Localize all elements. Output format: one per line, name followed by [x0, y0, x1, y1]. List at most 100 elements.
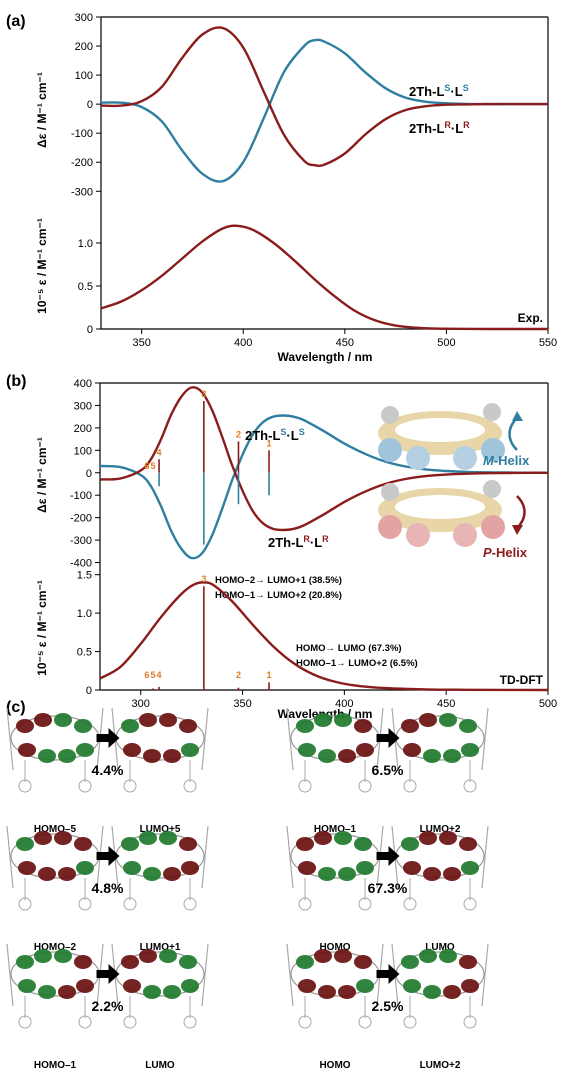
orbital-molecule-image — [6, 707, 104, 793]
y-axis-label: 10⁻⁵ ε / M⁻¹ cm⁻¹ — [35, 218, 49, 314]
y-axis-label: Δε / M⁻¹ cm⁻¹ — [35, 72, 49, 148]
legend-r: 2Th-LR·LR — [268, 534, 329, 550]
legend-s: 2Th-LS·LS — [245, 427, 305, 443]
transition-percent: 2.2% — [92, 998, 124, 1014]
x-tick-label: 550 — [539, 337, 557, 349]
x-tick-label: 400 — [335, 698, 353, 710]
y-tick-label: 300 — [75, 12, 93, 24]
x-tick-label: 400 — [234, 337, 252, 349]
transition-arrow-icon — [376, 964, 400, 984]
transition-label-2: 2 — [236, 429, 241, 439]
orbital-label-to: LUMO — [145, 1060, 175, 1071]
p-helix-arrow-icon — [516, 495, 526, 529]
annotation-t3-line2: HOMO–1→ LUMO+2 (20.8%) — [215, 590, 342, 601]
y-tick-label: 200 — [74, 423, 92, 435]
p-helix-molecule-image — [378, 480, 505, 547]
legend-s-main: 2Th-L — [409, 84, 444, 99]
y-tick-label: -400 — [70, 558, 92, 570]
transition-label-1: 1 — [267, 438, 272, 448]
y-tick-label: 1.0 — [78, 238, 93, 250]
series-line-1 — [100, 26, 548, 168]
annotation-t1-line1: HOMO→ LUMO (67.3%) — [296, 643, 402, 654]
y-ticks: -400 -300 -200 -100 0 100 200 300 400 — [70, 378, 100, 570]
x-tick-label: 450 — [437, 698, 455, 710]
transition-sticks: 1 2 3 456 — [144, 574, 272, 690]
m-helix-label: M-Helix — [483, 453, 530, 468]
y-tick-label: 300 — [74, 400, 92, 412]
transition-label-2: 2 — [236, 670, 241, 680]
tddft-label: TD-DFT — [500, 673, 544, 687]
legend-r-sup2: R — [322, 534, 329, 544]
orbital-molecule-image — [111, 943, 209, 1029]
x-axis-label: Wavelength / nm — [278, 350, 373, 364]
x-ticks: 300 350 400 450 500 — [132, 690, 557, 710]
orbital-label-to: LUMO+2 — [420, 824, 461, 835]
x-tick-label: 500 — [437, 337, 455, 349]
orbital-label-from: HOMO–1 — [314, 824, 357, 835]
series-lines — [100, 224, 548, 331]
transition-label-5: 5 — [150, 461, 155, 471]
p-helix-label: P-Helix — [483, 545, 528, 560]
series-line-0 — [100, 38, 548, 183]
orbital-molecule-image — [286, 943, 384, 1029]
legend-s-sup2: S — [463, 83, 469, 93]
legend-r-main: 2Th-L — [409, 121, 444, 136]
orbital-label-from: HOMO–2 — [34, 942, 77, 953]
legend-r-sup1: R — [444, 120, 451, 130]
transition-percent: 4.8% — [92, 880, 124, 896]
transition-label-3: 3 — [201, 389, 206, 399]
orbital-molecule-image — [111, 825, 209, 911]
x-tick-label: 350 — [132, 337, 150, 349]
series-line-0 — [99, 414, 548, 560]
transition-arrow-icon — [96, 728, 120, 748]
orbital-molecule-image — [391, 943, 489, 1029]
y-ticks: 0 0.5 1.0 — [78, 238, 101, 336]
x-tick-label: 500 — [539, 698, 557, 710]
legend-s-main: 2Th-L — [245, 428, 280, 443]
y-tick-label: 0.5 — [77, 647, 92, 659]
y-tick-label: 400 — [74, 378, 92, 390]
orbital-molecule-image — [391, 825, 489, 911]
m-helix-suffix: -Helix — [494, 453, 530, 468]
y-tick-label: 0 — [87, 324, 93, 336]
series-line-0 — [99, 581, 549, 692]
y-tick-label: 0 — [86, 685, 92, 697]
orbital-label-to: LUMO+2 — [420, 1060, 461, 1071]
orbital-molecule-image — [6, 825, 104, 911]
transition-arrow-icon — [96, 964, 120, 984]
series-line-1 — [99, 386, 549, 532]
orbital-label-to: LUMO — [425, 942, 455, 953]
panel-b-abs-chart: 10⁻⁵ ε / M⁻¹ cm⁻¹ Wavelength / nm TD-DFT… — [35, 567, 557, 721]
transition-arrow-icon — [376, 728, 400, 748]
transition-percent: 6.5% — [372, 762, 404, 778]
panel-label-a: (a) — [6, 13, 26, 30]
legend-r-dot: ·L — [310, 535, 322, 550]
panel-a-cd-chart: Δε / M⁻¹ cm⁻¹ -300 -200 -100 0 100 200 300 2Th… — [35, 12, 549, 200]
y-tick-label: 100 — [75, 70, 93, 82]
orbital-molecule-image — [6, 943, 104, 1029]
transition-arrow-icon — [96, 846, 120, 866]
transition-arrow-icon — [376, 846, 400, 866]
panel-label-c: (c) — [6, 699, 26, 716]
series-lines — [100, 26, 548, 183]
orbital-molecule-image — [286, 707, 384, 793]
y-tick-label: -200 — [71, 157, 93, 169]
p-helix-suffix: -Helix — [492, 545, 528, 560]
annotation-t1-line2: HOMO–1→ LUMO+2 (6.5%) — [296, 658, 418, 669]
p-helix-prefix: P — [483, 545, 492, 560]
y-tick-label: -300 — [71, 186, 93, 198]
x-tick-label: 300 — [132, 698, 150, 710]
legend-r-sup2: R — [463, 120, 470, 130]
legend-r-sup1: R — [303, 534, 310, 544]
y-ticks: 0 0.5 1.0 1.5 — [77, 570, 100, 697]
legend-r-dot: ·L — [451, 121, 463, 136]
y-tick-label: 0 — [87, 99, 93, 111]
orbital-label-from: HOMO — [319, 1060, 350, 1071]
legend-s-dot: ·L — [286, 428, 298, 443]
m-helix-molecule-image — [378, 403, 505, 470]
transition-sticks: 1 2 3 456 — [144, 389, 272, 545]
y-tick-label: -300 — [70, 535, 92, 547]
legend-s: 2Th-LS·LS — [409, 83, 469, 99]
transition-label-5: 5 — [150, 670, 155, 680]
